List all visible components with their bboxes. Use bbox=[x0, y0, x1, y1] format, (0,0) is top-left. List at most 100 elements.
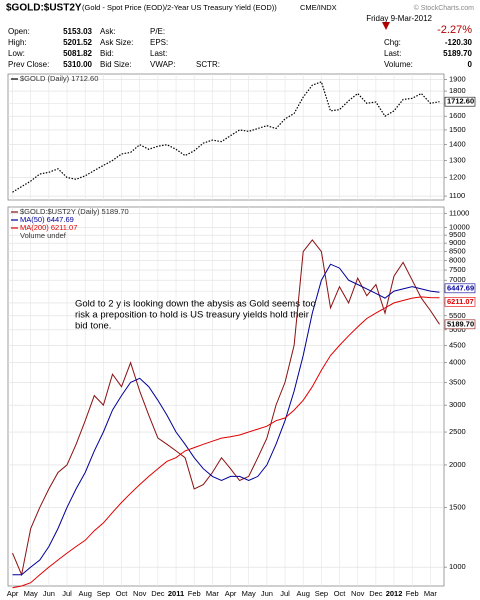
quote-value: 5310.00 bbox=[63, 60, 92, 69]
x-tick-label: Mar bbox=[206, 589, 219, 598]
y-tick-label: 11000 bbox=[449, 209, 469, 218]
x-tick-label: Nov bbox=[351, 589, 365, 598]
quote-value: 0 bbox=[468, 60, 473, 69]
plot-frame bbox=[7, 73, 445, 201]
x-tick-label: 2011 bbox=[168, 589, 184, 598]
end-label: 1712.60 bbox=[447, 97, 474, 106]
x-tick-label: Oct bbox=[116, 589, 129, 598]
end-label-box bbox=[444, 319, 476, 330]
quote-label: Ask: bbox=[100, 27, 116, 36]
watermark: © StockCharts.com bbox=[414, 4, 475, 12]
quote-label: VWAP: bbox=[150, 60, 175, 69]
x-tick-label: Dec bbox=[369, 589, 383, 598]
y-tick-label: 1600 bbox=[449, 111, 466, 120]
y-tick-label: 1500 bbox=[449, 502, 466, 511]
x-tick-label: Feb bbox=[188, 589, 201, 598]
y-tick-label: 4500 bbox=[449, 340, 466, 349]
series-line bbox=[12, 296, 440, 589]
end-label-box bbox=[444, 297, 476, 307]
y-tick-label: 2000 bbox=[449, 460, 466, 469]
annotation: risk a preposition to hold is US treasur… bbox=[75, 310, 309, 321]
y-tick-label: 5500 bbox=[449, 311, 466, 320]
y-tick-label: 5000 bbox=[449, 325, 466, 334]
x-tick-label: Apr bbox=[7, 589, 19, 598]
x-tick-label: Jul bbox=[62, 589, 72, 598]
plot-frame bbox=[7, 206, 445, 587]
down-arrow bbox=[382, 22, 390, 30]
y-tick-label: 1300 bbox=[449, 155, 466, 164]
quote-label: Bid: bbox=[100, 49, 114, 58]
y-tick-label: 8500 bbox=[449, 247, 466, 256]
quote-label: Bid Size: bbox=[100, 60, 132, 69]
annotation: Gold to 2 y is looking down the abysis a… bbox=[75, 299, 316, 310]
y-tick-label: 10000 bbox=[449, 223, 470, 232]
quote-label: Low: bbox=[8, 49, 25, 58]
x-tick-label: Dec bbox=[151, 589, 165, 598]
y-tick-label: 1100 bbox=[449, 191, 465, 200]
quote-value: 5201.52 bbox=[63, 38, 92, 47]
y-tick-label: 2500 bbox=[449, 427, 466, 436]
end-label: 5189.70 bbox=[447, 319, 474, 328]
x-tick-label: Feb bbox=[406, 589, 419, 598]
x-tick-label: Aug bbox=[79, 589, 92, 598]
end-label: 6447.69 bbox=[447, 283, 474, 292]
exchange: CME/INDX bbox=[300, 3, 337, 12]
quote-value: 5153.03 bbox=[63, 27, 92, 36]
legend-label: MA(50) 6447.69 bbox=[20, 215, 74, 224]
quote-label: Volume: bbox=[384, 60, 413, 69]
legend-label: Volume undef bbox=[20, 231, 67, 240]
y-tick-label: 1000 bbox=[449, 562, 466, 571]
quote-label: Prev Close: bbox=[8, 60, 49, 69]
quote-label: Last: bbox=[150, 49, 167, 58]
annotation: bid tone. bbox=[75, 321, 111, 332]
y-tick-label: 1500 bbox=[449, 125, 466, 134]
legend-label: $GOLD:$UST2Y (Daily) 5189.70 bbox=[20, 207, 129, 216]
y-tick-label: 1800 bbox=[449, 86, 466, 95]
quote-label: High: bbox=[8, 38, 27, 47]
quote-label: Last: bbox=[384, 49, 401, 58]
x-tick-label: Jun bbox=[261, 589, 273, 598]
quote-value: 5189.70 bbox=[443, 49, 472, 58]
series-line bbox=[12, 81, 440, 193]
quote-label: EPS: bbox=[150, 38, 168, 47]
quote-label: P/E: bbox=[150, 27, 165, 36]
series-line bbox=[12, 239, 440, 577]
x-tick-label: Aug bbox=[297, 589, 310, 598]
y-tick-label: 1900 bbox=[449, 75, 466, 84]
y-tick-label: 4000 bbox=[449, 358, 466, 367]
x-tick-label: May bbox=[242, 589, 256, 598]
series-line bbox=[12, 263, 440, 576]
end-label-box bbox=[444, 96, 476, 107]
x-tick-label: May bbox=[24, 589, 38, 598]
title: $GOLD:$UST2Y bbox=[6, 3, 82, 14]
x-tick-label: Jul bbox=[280, 589, 290, 598]
x-tick-label: Sep bbox=[315, 589, 328, 598]
y-tick-label: 3000 bbox=[449, 400, 466, 409]
y-tick-label: 3500 bbox=[449, 377, 466, 386]
quote-value: -120.30 bbox=[445, 38, 473, 47]
y-tick-label: 9500 bbox=[449, 230, 466, 239]
y-tick-label: 1200 bbox=[449, 173, 466, 182]
quote-label: SCTR: bbox=[196, 60, 220, 69]
quote-label: Ask Size: bbox=[100, 38, 133, 47]
y-tick-label: 9000 bbox=[449, 238, 466, 247]
x-tick-label: Mar bbox=[424, 589, 437, 598]
x-tick-label: Oct bbox=[334, 589, 347, 598]
date: Friday 9-Mar-2012 bbox=[366, 14, 432, 23]
x-tick-label: Jun bbox=[43, 589, 55, 598]
y-tick-label: 7000 bbox=[449, 275, 466, 284]
y-tick-label: 1400 bbox=[449, 140, 466, 149]
quote-value: 5081.82 bbox=[63, 49, 92, 58]
quote-label: Open: bbox=[8, 27, 30, 36]
y-tick-label: 8000 bbox=[449, 255, 466, 264]
y-tick-label: 7500 bbox=[449, 265, 466, 274]
quote-label: Chg: bbox=[384, 38, 401, 47]
x-tick-label: Sep bbox=[97, 589, 110, 598]
x-tick-label: Nov bbox=[133, 589, 147, 598]
legend-label: MA(200) 6211.07 bbox=[20, 223, 77, 232]
x-tick-label: 2012 bbox=[386, 589, 403, 598]
end-label: 6211.07 bbox=[447, 297, 474, 306]
subtitle: (Gold - Spot Price (EOD)/2-Year US Treas… bbox=[82, 3, 277, 12]
